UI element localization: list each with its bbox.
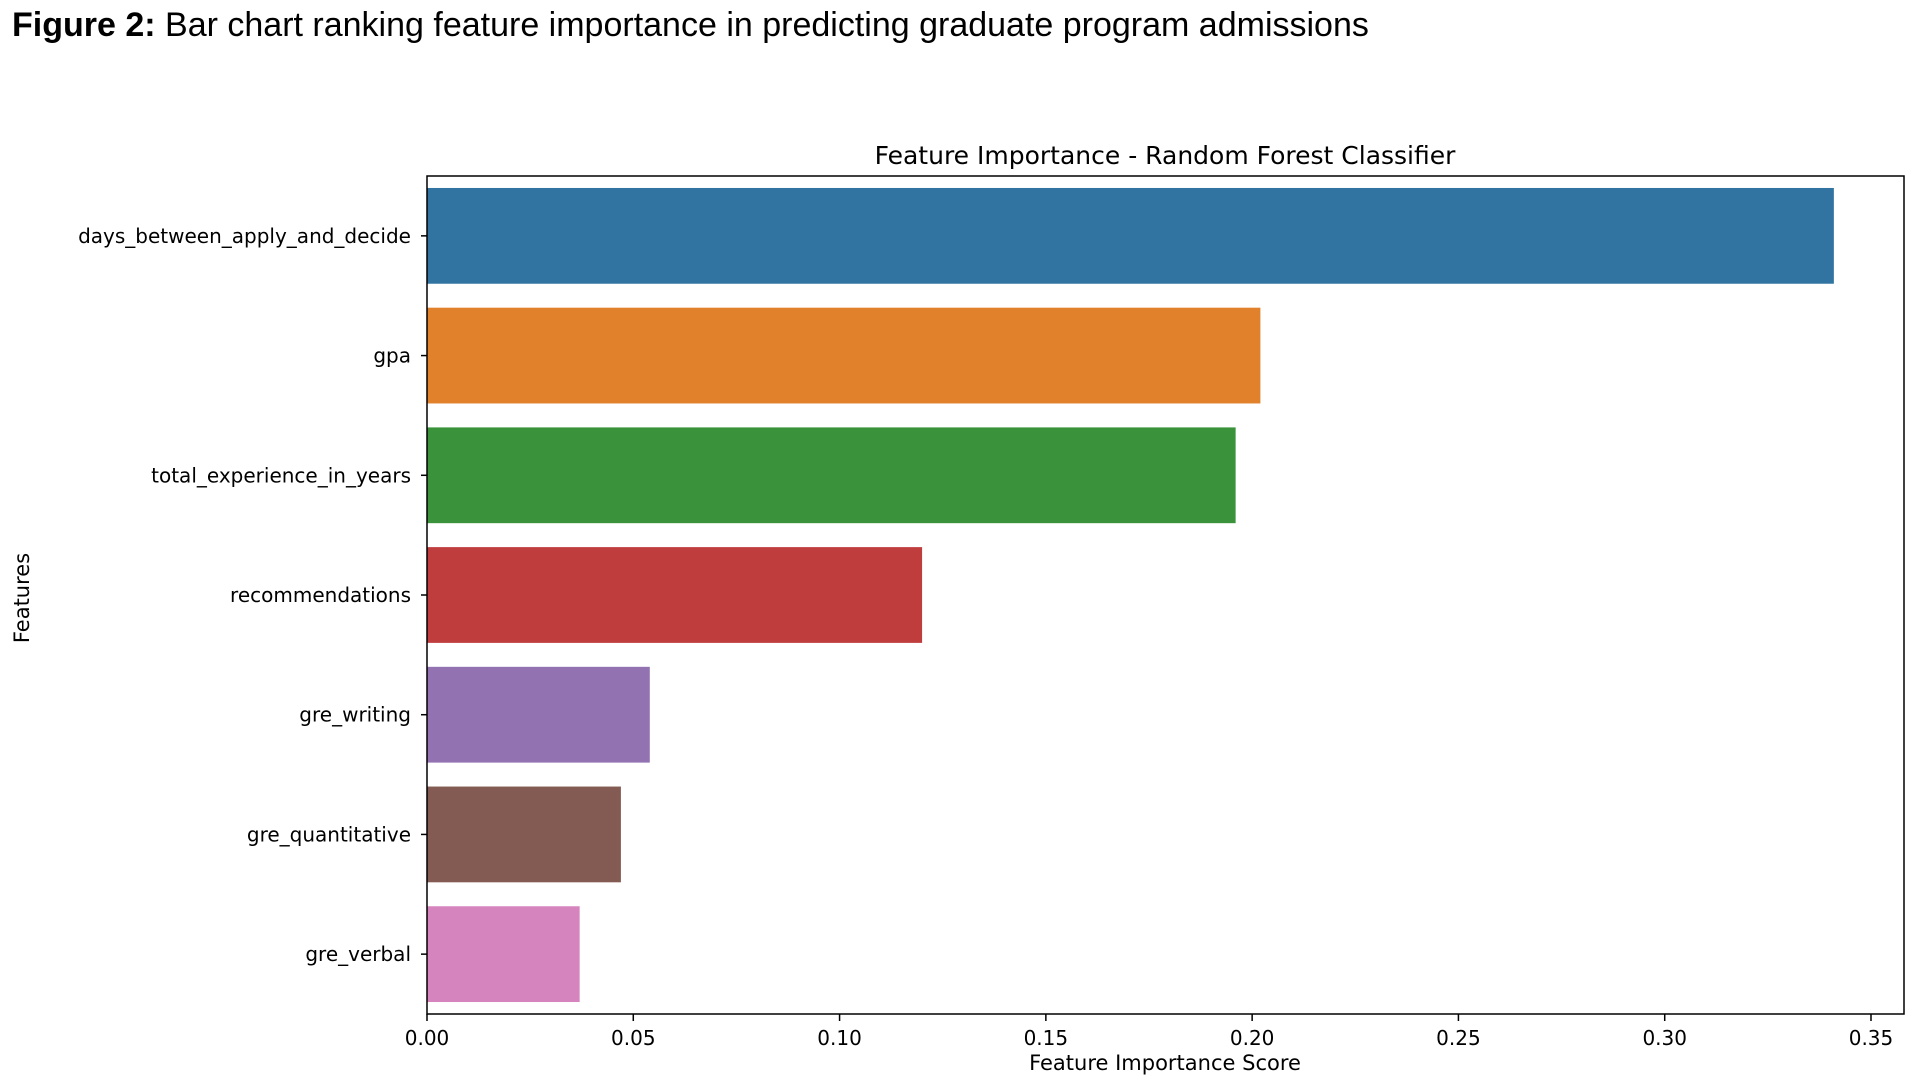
- x-axis-ticks: 0.00 0.05 0.10 0.15 0.20 0.25 0.30 0.35: [405, 1014, 1894, 1050]
- chart-title: Feature Importance - Random Forest Class…: [875, 141, 1457, 170]
- y-tick-label: total_experience_in_years: [151, 463, 411, 487]
- x-tick-label: 0.05: [611, 1026, 656, 1050]
- y-tick-label: gre_quantitative: [247, 822, 411, 846]
- bar-gpa: [427, 307, 1261, 404]
- bar-gre_verbal: [427, 906, 580, 1003]
- x-tick-label: 0.25: [1436, 1026, 1481, 1050]
- plot-frame: [426, 175, 1905, 1015]
- bar-recommendations: [427, 547, 923, 643]
- x-tick-label: 0.20: [1230, 1026, 1275, 1050]
- y-tick-label: recommendations: [230, 583, 411, 607]
- y-tick-label: days_between_apply_and_decide: [78, 224, 411, 248]
- y-tick-label: gre_writing: [299, 703, 411, 727]
- y-tick-label: gre_verbal: [305, 942, 411, 966]
- bar-gre_quantitative: [427, 786, 621, 883]
- figure-caption-text: Bar chart ranking feature importance in …: [165, 6, 1369, 44]
- y-tick-label: gpa: [373, 344, 411, 368]
- bar-days_between_apply_and_decide: [427, 187, 1834, 284]
- figure-caption: Figure 2: Bar chart ranking feature impo…: [12, 6, 1369, 45]
- x-tick-label: 0.00: [405, 1026, 450, 1050]
- x-tick-label: 0.30: [1642, 1026, 1687, 1050]
- x-tick-label: 0.35: [1849, 1026, 1894, 1050]
- x-tick-label: 0.10: [817, 1026, 862, 1050]
- y-axis-label: Features: [10, 553, 34, 643]
- x-tick-label: 0.15: [1024, 1026, 1069, 1050]
- bar-gre_writing: [427, 666, 650, 763]
- bar-total_experience_in_years: [427, 427, 1236, 524]
- figure-label: Figure 2:: [12, 6, 156, 44]
- bars-group: [427, 187, 1834, 1003]
- x-axis-label: Feature Importance Score: [1029, 1051, 1301, 1075]
